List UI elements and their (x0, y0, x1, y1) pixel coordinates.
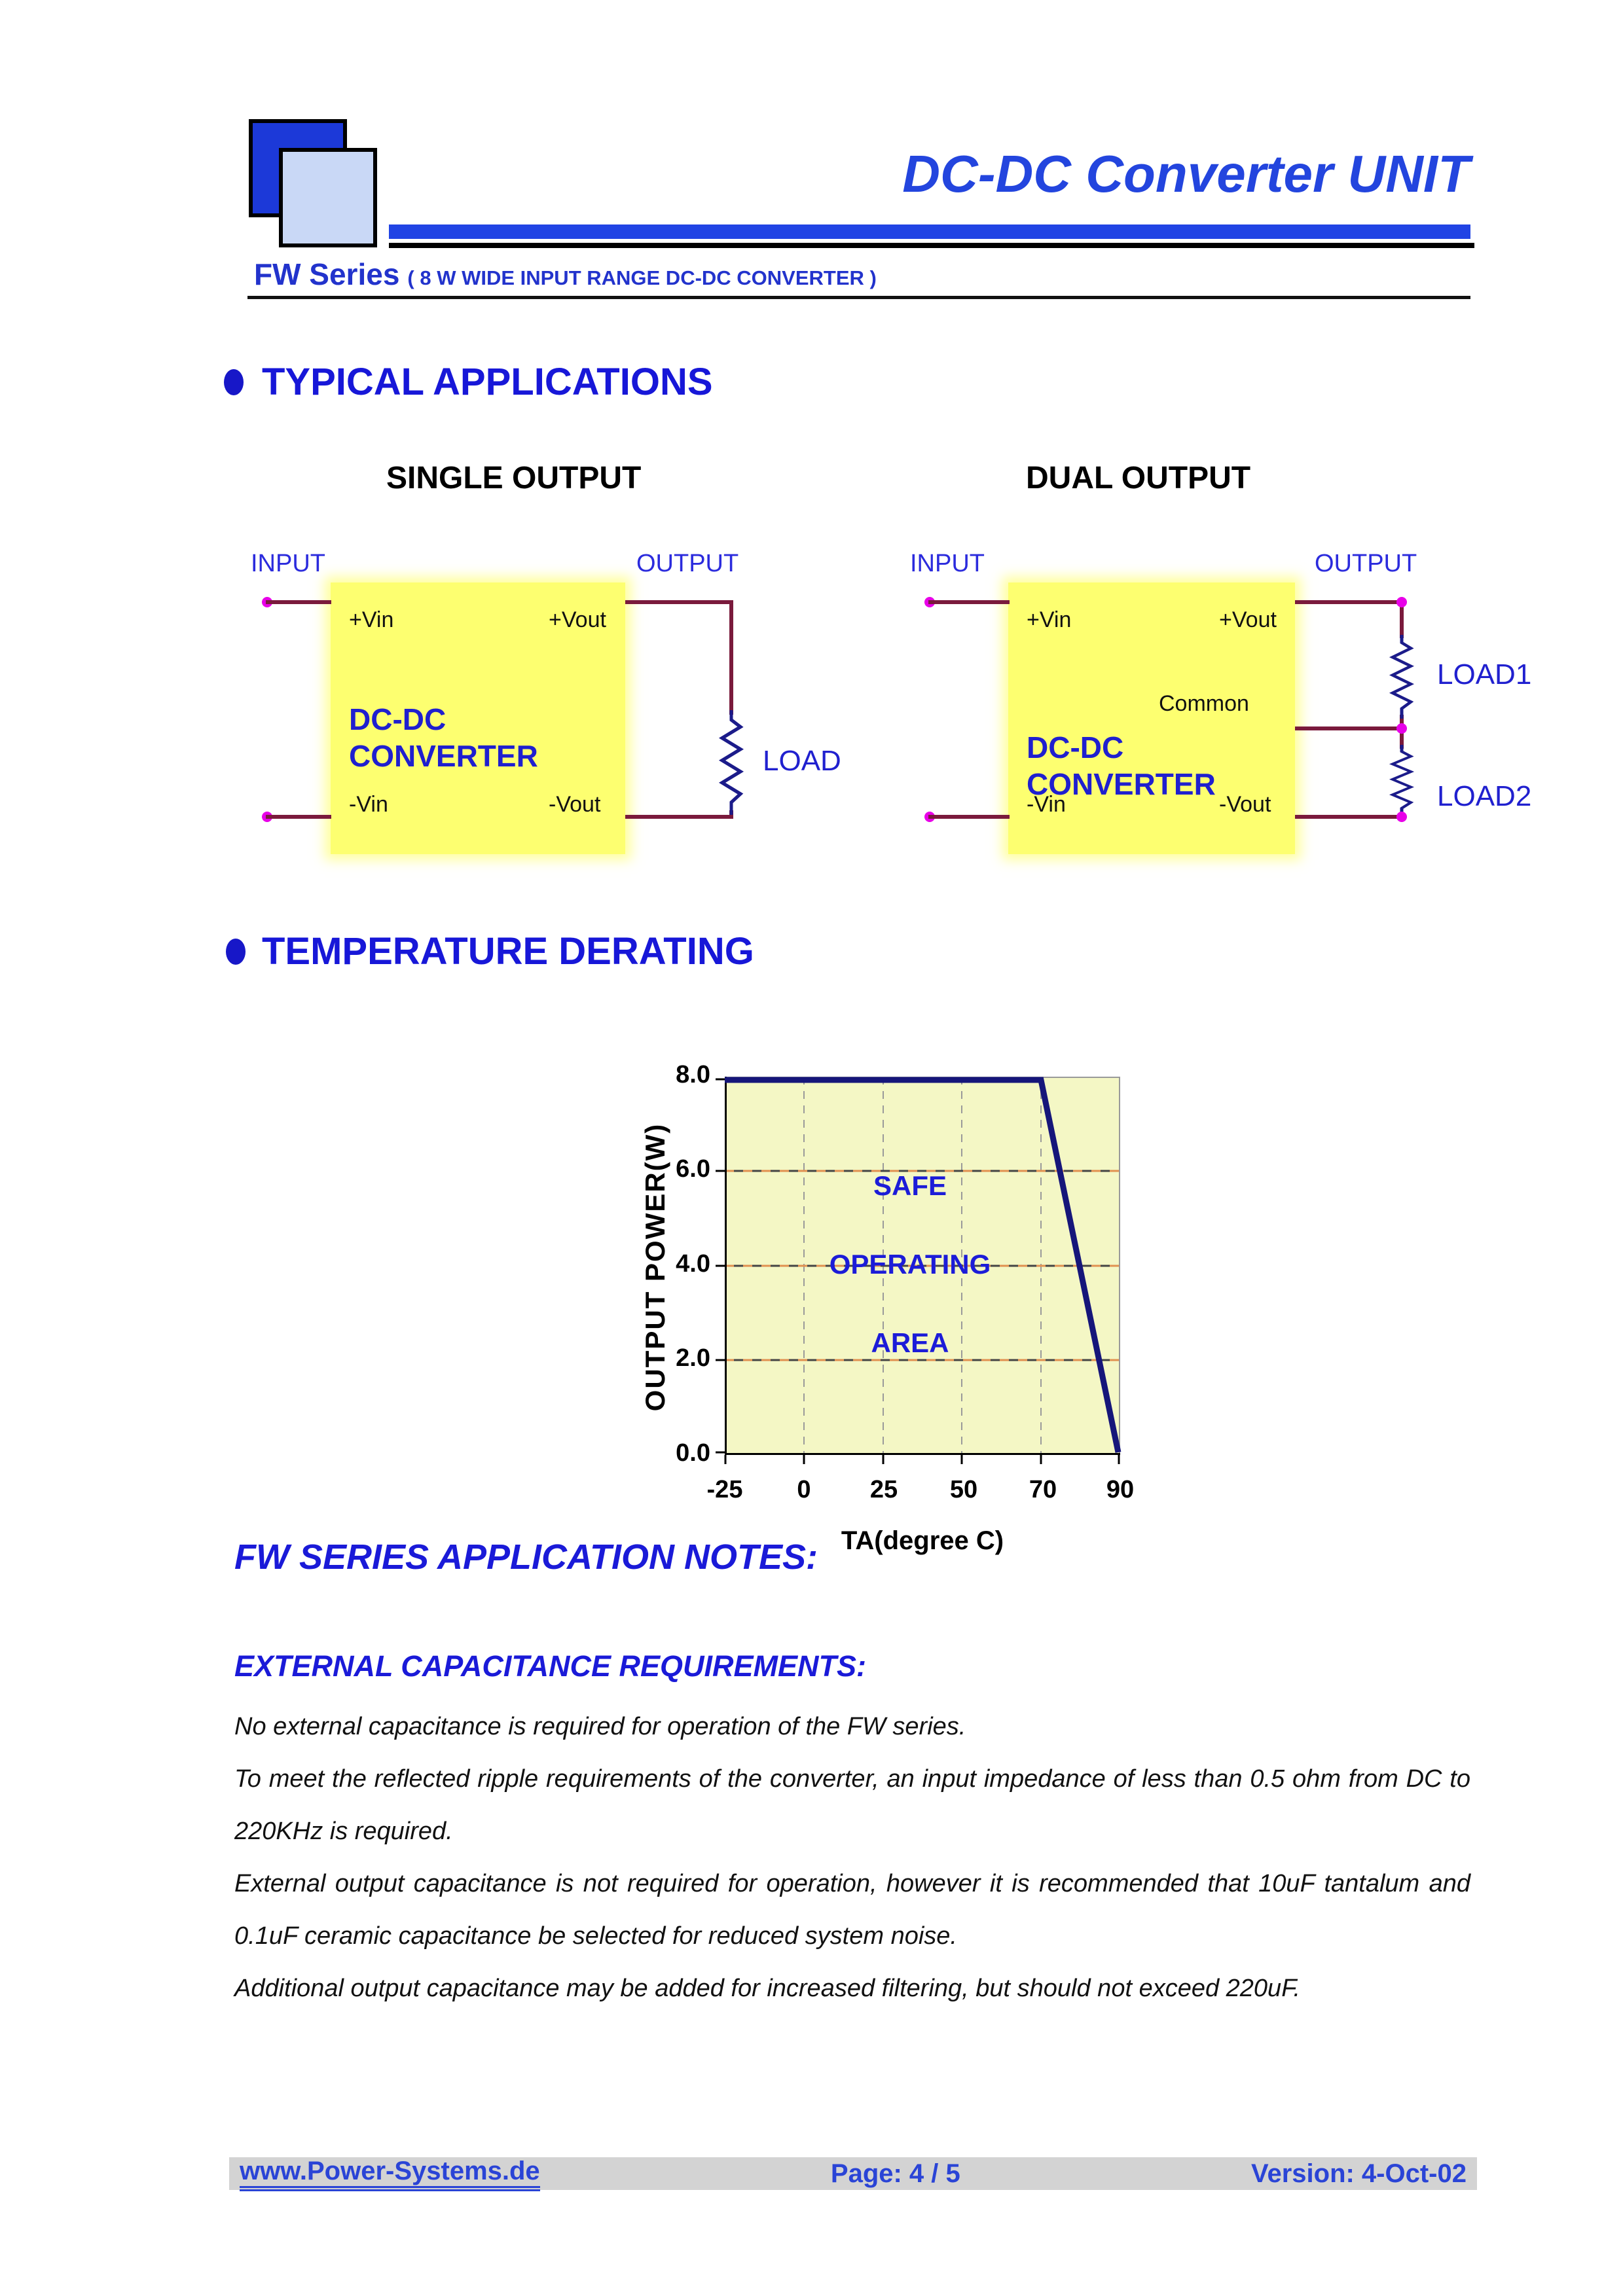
safe-area-label: SAFE (873, 1170, 947, 1201)
wire (266, 600, 331, 604)
y-tick: 4.0 (676, 1250, 710, 1278)
pin-label-vin-plus: +Vin (349, 607, 394, 632)
converter-name-line1: DC-DC (1027, 730, 1124, 764)
y-tick: 0.0 (676, 1439, 710, 1467)
bullet-icon (226, 939, 246, 965)
pin-label-vout-minus: -Vout (1219, 792, 1271, 817)
x-tick: 90 (1106, 1476, 1135, 1503)
node-dot (1396, 723, 1407, 734)
x-tick: 70 (1029, 1476, 1057, 1503)
note-paragraph: Additional output capacitance may be add… (234, 1975, 1301, 2002)
wire (1400, 600, 1404, 638)
converter-box-dual (1008, 583, 1295, 854)
note-paragraph: No external capacitance is required for … (234, 1713, 966, 1740)
derating-line (725, 1077, 1122, 1453)
note-paragraph: External output capacitance is not requi… (234, 1870, 1470, 1950)
safe-area-label: AREA (871, 1327, 949, 1358)
pin-label-vout-plus: +Vout (1219, 607, 1277, 632)
series-label: FW Series (254, 257, 400, 291)
dual-output-label: OUTPUT (1315, 550, 1417, 577)
x-tick: 50 (949, 1476, 978, 1503)
resistor-icon (1389, 745, 1415, 817)
single-input-label: INPUT (251, 550, 325, 577)
x-tick: -25 (706, 1476, 743, 1503)
x-axis-label: TA(degree C) (841, 1526, 1004, 1555)
y-tick: 8.0 (676, 1061, 710, 1088)
x-tick: 25 (869, 1476, 898, 1503)
converter-name-line1: DC-DC (349, 702, 447, 736)
dual-output-title: DUAL OUTPUT (1026, 461, 1251, 495)
pin-label-vin-minus: -Vin (1027, 792, 1066, 817)
header-rule-blue (389, 224, 1470, 239)
wire (1295, 726, 1404, 730)
single-output-title: SINGLE OUTPUT (386, 461, 642, 495)
node-dot (1396, 812, 1407, 822)
bullet-icon (224, 369, 244, 395)
wire (928, 600, 1010, 604)
notes-subheading: EXTERNAL CAPACITANCE REQUIREMENTS: (234, 1649, 867, 1683)
y-tick: 6.0 (676, 1155, 710, 1183)
converter-name-line2: CONVERTER (1027, 767, 1216, 801)
header-rule-black (389, 243, 1474, 248)
footer-page-number: Page: 4 / 5 (830, 2159, 960, 2188)
logo-front-square-icon (279, 148, 377, 247)
wire (729, 600, 733, 715)
wire (928, 815, 1010, 819)
pin-label-common: Common (1159, 691, 1249, 716)
pin-label-vout-minus: -Vout (549, 792, 601, 817)
series-note: ( 8 W WIDE INPUT RANGE DC-DC CONVERTER ) (407, 266, 877, 289)
wire (625, 815, 732, 819)
resistor-icon (1389, 635, 1415, 719)
converter-name-line2: CONVERTER (349, 739, 538, 773)
single-output-label: OUTPUT (636, 550, 739, 577)
derating-plot (716, 1077, 1122, 1464)
converter-box-single (331, 583, 625, 854)
notes-body: No external capacitance is required for … (234, 1700, 1470, 2015)
load2-label: LOAD2 (1437, 780, 1532, 812)
footer-version: Version: 4-Oct-02 (1250, 2159, 1467, 2188)
pin-label-vin-plus: +Vin (1027, 607, 1072, 632)
wire (1295, 600, 1404, 604)
dual-input-label: INPUT (910, 550, 985, 577)
safe-area-label: OPERATING (829, 1249, 991, 1280)
x-tick: 0 (797, 1476, 811, 1503)
page-title: DC-DC Converter UNIT (902, 145, 1470, 203)
load1-label: LOAD1 (1437, 658, 1532, 691)
pin-label-vout-plus: +Vout (549, 607, 606, 632)
resistor-icon (718, 710, 744, 815)
wire (625, 600, 732, 604)
load-label: LOAD (763, 745, 841, 777)
note-paragraph: To meet the reflected ripple requirement… (234, 1765, 1470, 1845)
footer-bar: www.Power-Systems.de Page: 4 / 5 Version… (229, 2157, 1477, 2191)
pin-label-vin-minus: -Vin (349, 792, 388, 817)
wire (266, 815, 331, 819)
header-divider (247, 296, 1470, 299)
y-tick: 2.0 (676, 1344, 710, 1372)
section-title-derating: TEMPERATURE DERATING (262, 930, 754, 973)
footer-website-link[interactable]: www.Power-Systems.de (240, 2157, 540, 2191)
notes-heading: FW SERIES APPLICATION NOTES: (234, 1537, 818, 1577)
node-dot (1396, 597, 1407, 607)
section-title-applications: TYPICAL APPLICATIONS (262, 361, 713, 403)
series-line: FW Series ( 8 W WIDE INPUT RANGE DC-DC C… (254, 257, 877, 292)
wire (1295, 815, 1404, 819)
